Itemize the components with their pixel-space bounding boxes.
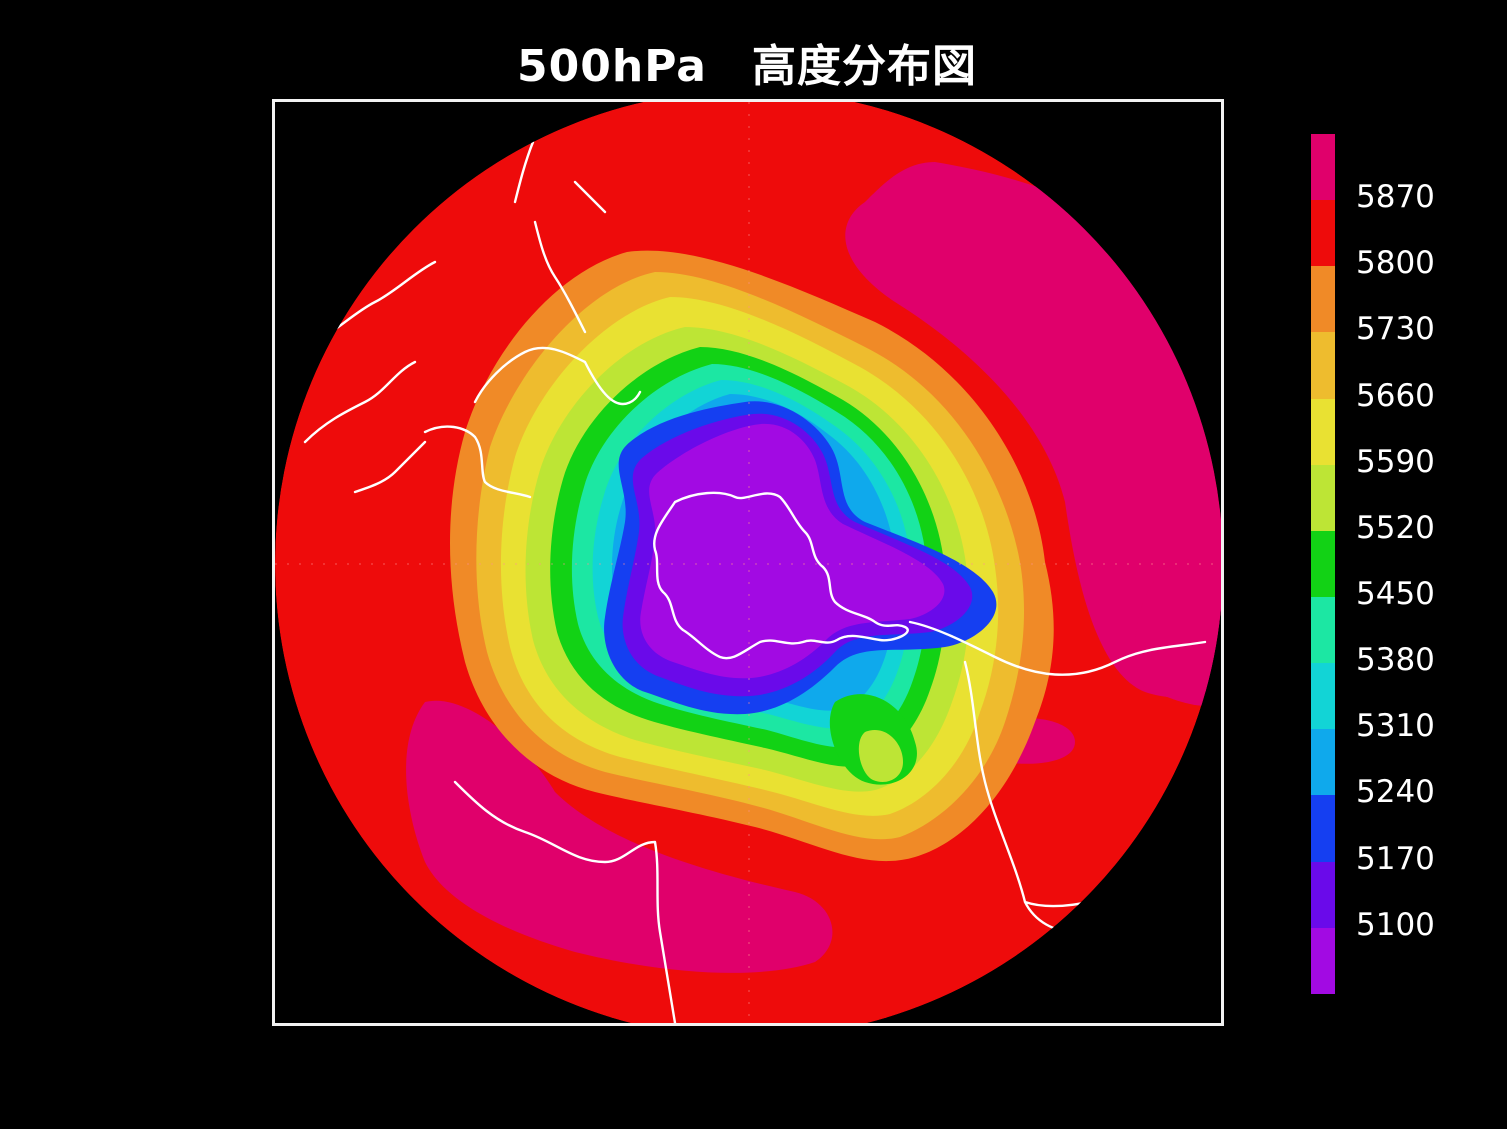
grid-lines xyxy=(275,102,1221,1023)
colorbar-band xyxy=(1311,398,1335,465)
colorbar-tick-label: 5660 xyxy=(1356,377,1435,414)
colorbar-tick-label: 5380 xyxy=(1356,642,1435,679)
colorbar-tick-label: 5310 xyxy=(1356,708,1435,745)
high-region-east xyxy=(845,162,1221,698)
colorbar-tick-label: 5730 xyxy=(1356,311,1435,348)
colorbar-band xyxy=(1311,795,1335,862)
colorbar-tick-label: 5170 xyxy=(1356,840,1435,877)
colorbar-band xyxy=(1311,729,1335,796)
colorbar-tick-label: 5870 xyxy=(1356,179,1435,216)
colorbar-tick-label: 5100 xyxy=(1356,906,1435,943)
height-colorbar xyxy=(1311,134,1335,994)
polar-map-frame xyxy=(272,99,1224,1026)
map-title: 500hPa 高度分布図 xyxy=(517,41,977,92)
polar-height-map xyxy=(275,102,1221,1023)
colorbar-tick-label: 5590 xyxy=(1356,443,1435,480)
colorbar-band xyxy=(1311,927,1335,994)
colorbar-band xyxy=(1311,200,1335,267)
high-region-east-lobe xyxy=(1135,559,1221,707)
height-contours xyxy=(275,102,1221,1023)
contour-5520-lobe xyxy=(858,730,903,782)
colorbar-band xyxy=(1311,332,1335,399)
colorbar-band xyxy=(1311,464,1335,531)
colorbar-band xyxy=(1311,596,1335,664)
colorbar-band xyxy=(1311,663,1335,730)
colorbar-tick-label: 5800 xyxy=(1356,245,1435,282)
colorbar-tick-label: 5240 xyxy=(1356,774,1435,811)
colorbar-band xyxy=(1311,861,1335,928)
colorbar-band xyxy=(1311,266,1335,333)
colorbar-tick-label: 5450 xyxy=(1356,576,1435,612)
high-region-southwest xyxy=(406,700,833,973)
colorbar-band xyxy=(1311,134,1335,201)
colorbar-band xyxy=(1311,530,1335,597)
colorbar-tick-label: 5520 xyxy=(1356,509,1435,546)
contour-5100-core xyxy=(640,423,945,679)
